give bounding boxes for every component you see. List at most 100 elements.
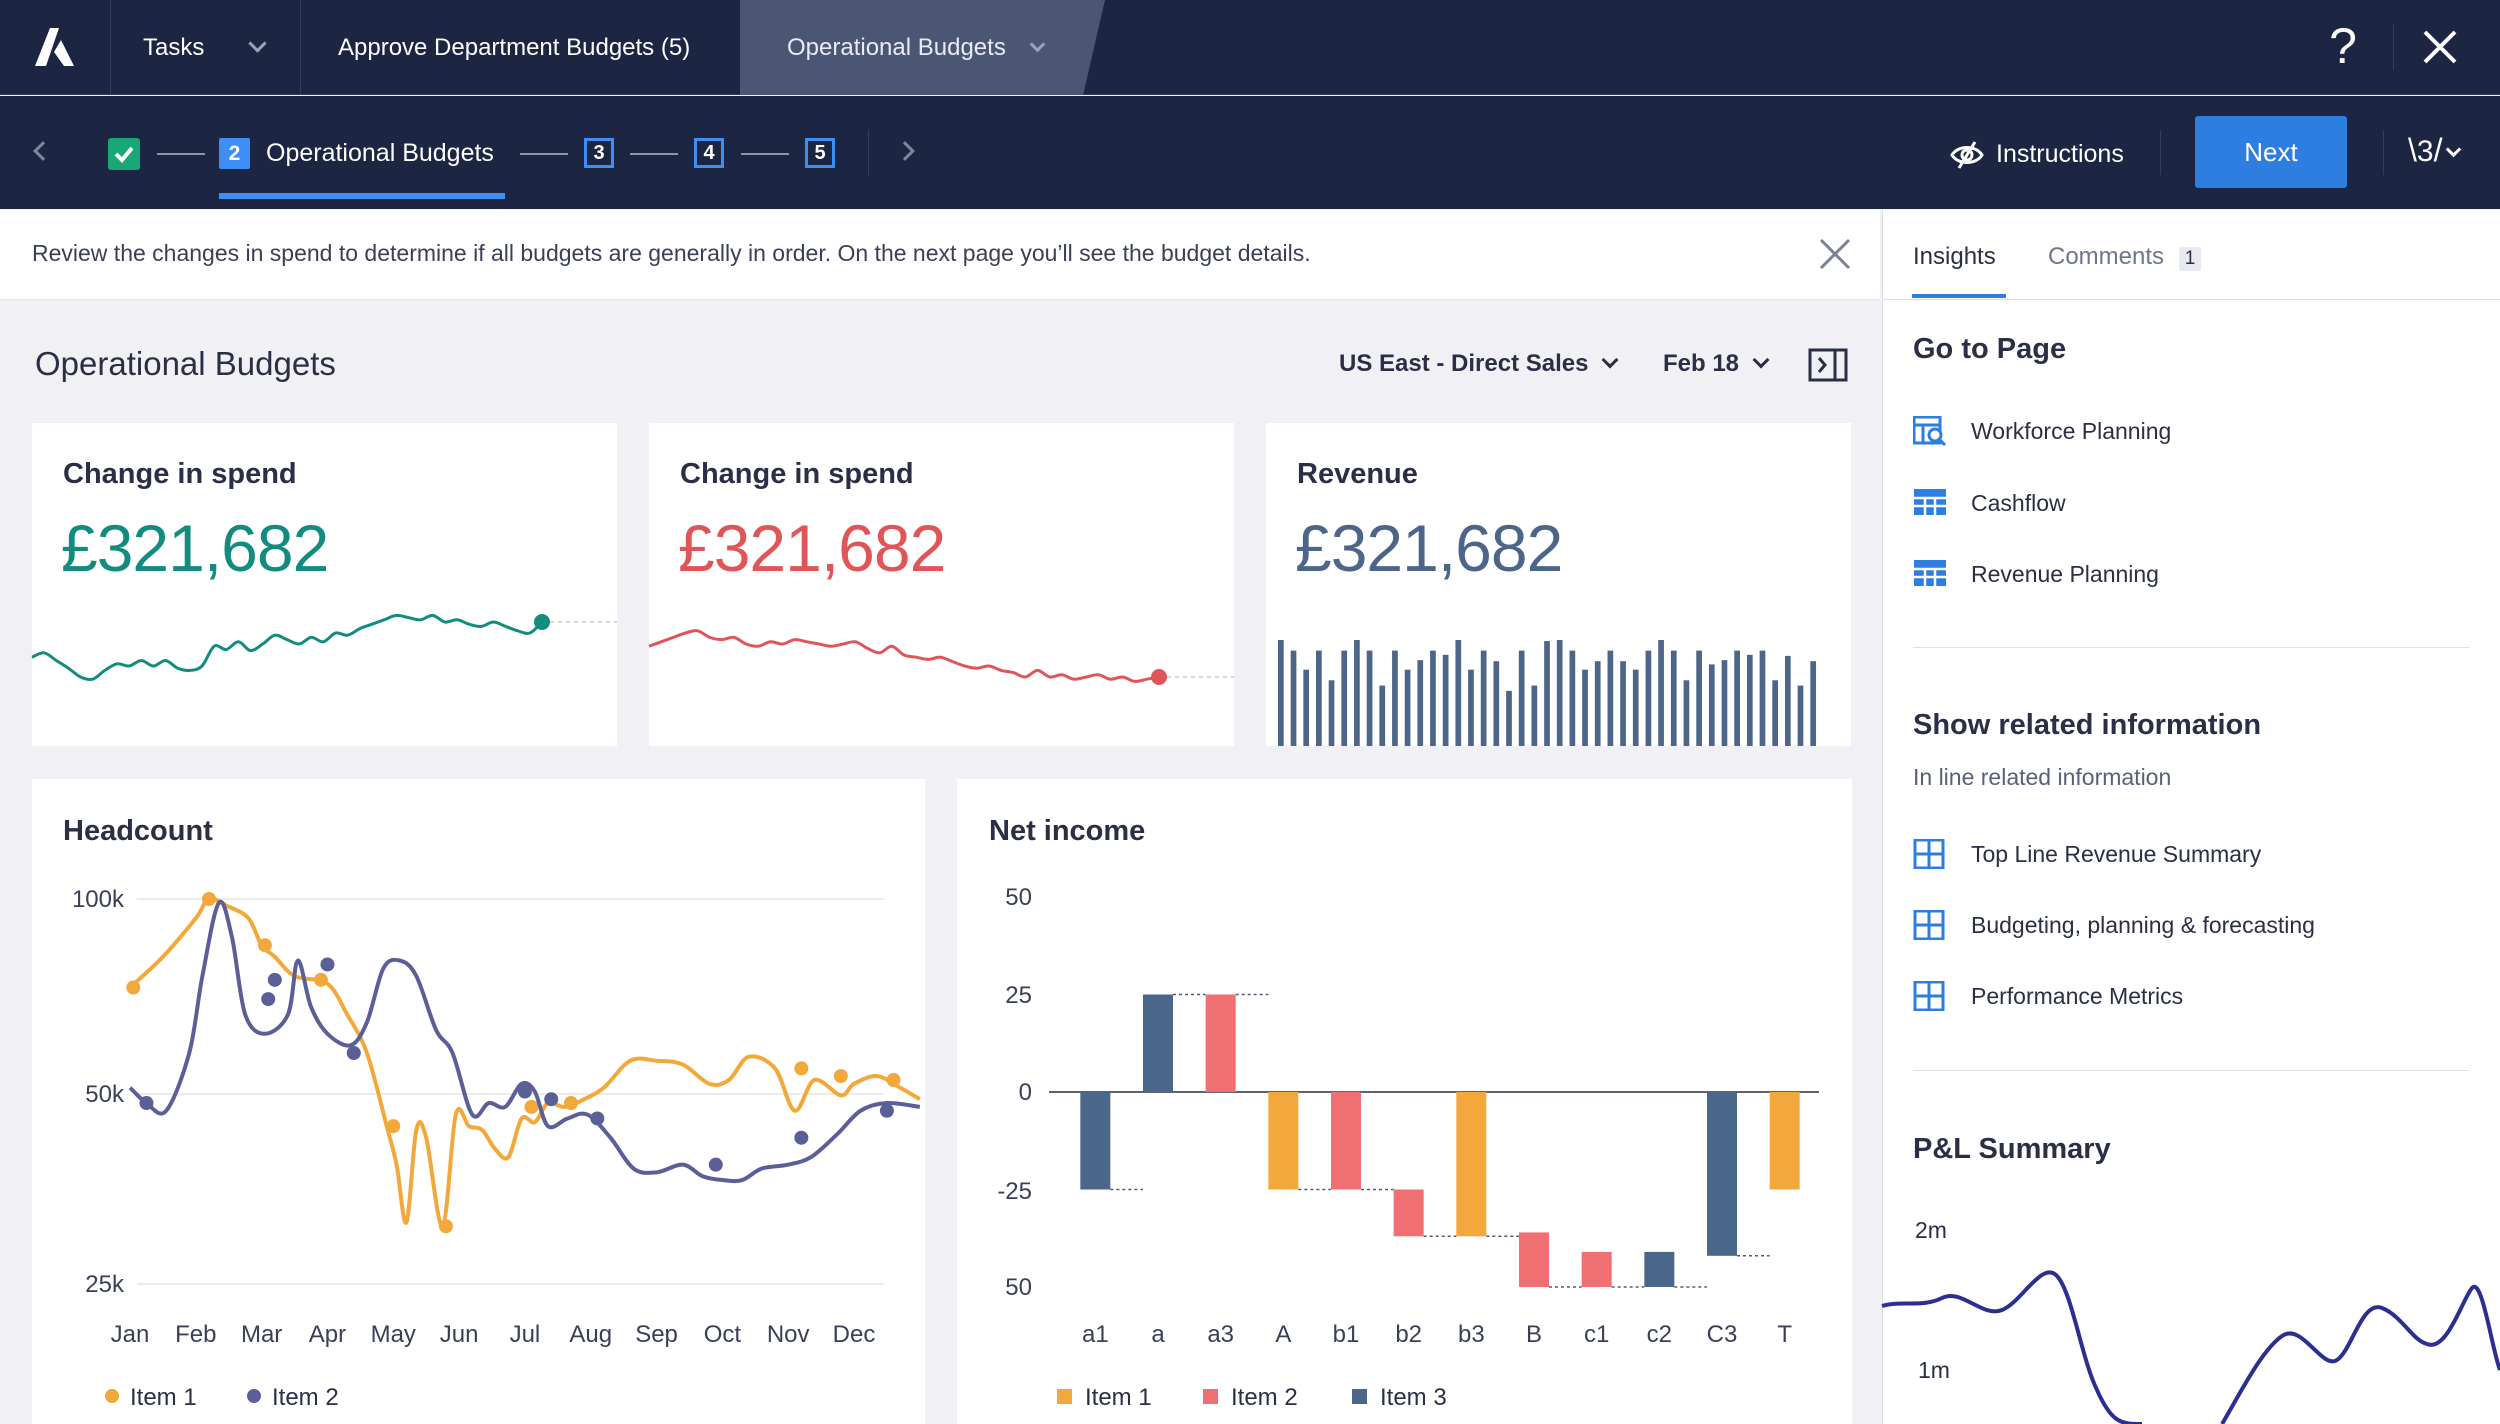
waterfall-bar <box>1143 994 1173 1092</box>
close-banner-icon[interactable] <box>1817 236 1853 272</box>
pl-summary-heading: P&L Summary <box>1913 1133 2111 1165</box>
breadcrumb-operational-budgets[interactable]: Operational Budgets <box>787 0 1046 95</box>
table-grid-icon <box>1914 560 1946 586</box>
y-tick-label: 50k <box>85 1081 125 1108</box>
net-income-title: Net income <box>989 815 1146 847</box>
kpi-card-change-in-spend-2[interactable] <box>649 423 1234 746</box>
revenue-bar <box>1696 650 1702 746</box>
revenue-bar <box>1784 655 1791 746</box>
active-tab-indicator <box>1912 294 2006 298</box>
region-select[interactable]: US East - Direct Sales <box>1339 350 1619 378</box>
y-tick-label: 50 <box>1005 884 1032 911</box>
link-performance-metrics[interactable]: Performance Metrics <box>1971 983 2184 1009</box>
date-select-value: Feb 18 <box>1663 350 1740 377</box>
x-tick-label: c1 <box>1584 1321 1609 1348</box>
revenue-bar <box>1531 685 1538 746</box>
revenue-bar-sparkline <box>1278 640 1817 746</box>
revenue-bar <box>1417 660 1424 746</box>
counter-bracket-icon: / <box>2433 132 2443 168</box>
revenue-bar <box>1810 661 1817 746</box>
next-button[interactable]: Next <box>2195 116 2347 188</box>
series-marker <box>346 1046 361 1060</box>
instructions-button[interactable]: Instructions <box>1950 136 2124 172</box>
y-tick-label: 50 <box>1005 1274 1032 1301</box>
series-marker <box>201 892 216 906</box>
step-2-label[interactable]: Operational Budgets <box>266 139 494 167</box>
divider <box>110 0 111 95</box>
waterfall-bar <box>1519 1232 1549 1287</box>
link-revenue-planning[interactable]: Revenue Planning <box>1971 561 2159 587</box>
revenue-bar <box>1544 641 1550 746</box>
series-marker <box>708 1157 723 1172</box>
series-marker <box>267 972 282 987</box>
waterfall-bar <box>1268 1092 1299 1190</box>
revenue-bar <box>1379 685 1386 746</box>
legend-label: Item 2 <box>1231 1384 1298 1411</box>
waterfall-bar <box>1581 1251 1612 1287</box>
waterfall-bar <box>1769 1092 1800 1190</box>
headcount-title: Headcount <box>63 815 213 847</box>
legend-swatch <box>1203 1389 1218 1404</box>
sparkline-path <box>31 613 544 682</box>
series-marker <box>139 1096 154 1111</box>
tasks-menu[interactable]: Tasks <box>143 0 267 95</box>
instructions-label: Instructions <box>1996 140 2124 168</box>
step-connector <box>157 153 205 155</box>
revenue-bar <box>1645 650 1652 746</box>
y-tick-label: 0 <box>1019 1079 1032 1106</box>
link-cashflow[interactable]: Cashflow <box>1971 490 2066 516</box>
legend-swatch <box>247 1389 261 1403</box>
eye-off-icon <box>1950 141 1984 170</box>
step-connector <box>520 153 568 155</box>
divider <box>2393 25 2394 70</box>
help-button[interactable]: ? <box>2329 18 2357 74</box>
link-top-line-revenue-summary[interactable]: Top Line Revenue Summary <box>1971 841 2262 867</box>
banner-text: Review the changes in spend to determine… <box>32 240 1311 266</box>
step-4-badge[interactable]: 4 <box>694 138 724 168</box>
chevron-down-icon <box>1752 351 1770 369</box>
breadcrumb-approve-budgets[interactable]: Approve Department Budgets (5) <box>338 0 690 95</box>
legend-swatch <box>1057 1389 1072 1404</box>
step-3-badge[interactable]: 3 <box>584 138 614 168</box>
tab-insights[interactable]: Insights <box>1913 243 1996 270</box>
legend-label: Item 3 <box>1380 1384 1447 1411</box>
pl-tick-1m: 1m <box>1918 1357 1950 1383</box>
collapse-panel-icon[interactable] <box>1808 348 1848 382</box>
date-select[interactable]: Feb 18 <box>1663 350 1770 378</box>
step-2-badge[interactable]: 2 <box>219 138 250 169</box>
x-tick-label: Feb <box>175 1321 216 1348</box>
series-marker <box>126 980 141 995</box>
app-logo[interactable] <box>30 22 80 72</box>
x-tick-label: b1 <box>1333 1321 1360 1348</box>
active-step-indicator <box>219 193 505 199</box>
x-tick-label: b2 <box>1395 1321 1422 1348</box>
step-connector <box>630 153 678 155</box>
headcount-card <box>32 779 925 1424</box>
task-counter-dropdown[interactable]: \3/ <box>2408 130 2462 172</box>
headcount-chart[interactable]: 100k 50k 25k Jan Feb Mar Apr May Jun Jul Aug Sep Oct… <box>32 779 925 1424</box>
series-marker <box>261 992 276 1007</box>
insights-panel <box>1882 210 2500 1424</box>
close-icon[interactable] <box>2415 22 2465 72</box>
step-complete-check-icon[interactable] <box>108 138 140 170</box>
revenue-bar <box>1278 640 1284 746</box>
kpi-card-change-in-spend[interactable] <box>32 423 617 746</box>
waterfall-bar <box>1707 1092 1737 1256</box>
revenue-bar <box>1708 664 1715 746</box>
tab-comments[interactable]: Comments 1 <box>2048 243 2202 271</box>
grid-icon <box>1913 910 1945 940</box>
legend-label: Item 1 <box>1085 1384 1152 1411</box>
x-tick-label: May <box>371 1321 416 1348</box>
step-5-badge[interactable]: 5 <box>805 138 835 168</box>
revenue-bar <box>1797 685 1804 746</box>
revenue-bar <box>1354 640 1360 746</box>
link-budgeting-planning-forecasting[interactable]: Budgeting, planning & forecasting <box>1971 912 2315 938</box>
revenue-bar <box>1658 640 1664 746</box>
link-workforce-planning[interactable]: Workforce Planning <box>1971 418 2172 444</box>
revenue-bar <box>1404 669 1411 746</box>
series-marker <box>544 1092 559 1107</box>
revenue-bar <box>1366 650 1373 746</box>
legend-swatch <box>1352 1389 1367 1404</box>
breadcrumb-label: Approve Department Budgets (5) <box>338 34 691 61</box>
